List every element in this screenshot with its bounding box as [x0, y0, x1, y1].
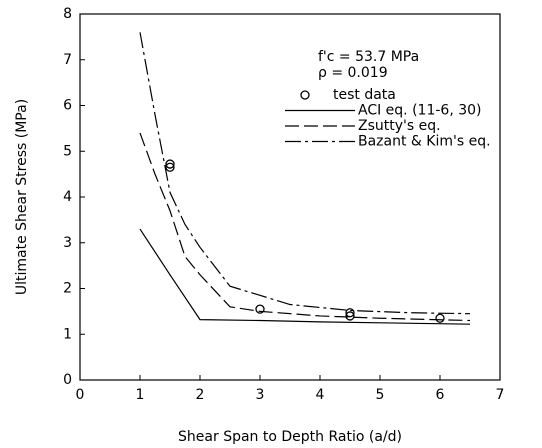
legend-marker	[300, 90, 310, 100]
data-point	[165, 159, 175, 169]
x-axis-label: Shear Span to Depth Ratio (a/d)	[178, 429, 402, 445]
data-point	[255, 304, 265, 314]
x-tick-label: 5	[376, 387, 385, 403]
annotation: ρ = 0.019	[318, 65, 388, 81]
legend-label: Bazant & Kim's eq.	[358, 134, 491, 150]
y-tick-label: 3	[63, 235, 72, 251]
x-tick-label: 1	[136, 387, 145, 403]
y-tick-label: 6	[63, 98, 72, 114]
data-point	[345, 308, 355, 318]
x-tick-label: 2	[196, 387, 205, 403]
y-tick-label: 7	[63, 52, 72, 68]
y-axis-label: Ultimate Shear Stress (MPa)	[14, 99, 30, 295]
data-point	[165, 162, 175, 172]
y-tick-label: 8	[63, 6, 72, 22]
series-line	[139, 32, 471, 315]
y-tick-label: 2	[63, 281, 72, 297]
x-tick-label: 0	[76, 387, 85, 403]
series-line	[139, 228, 471, 325]
series-line	[139, 132, 471, 322]
data-point	[345, 311, 355, 321]
x-tick-label: 3	[256, 387, 265, 403]
annotation: f'c = 53.7 MPa	[318, 49, 419, 65]
y-tick-label: 5	[63, 143, 72, 159]
x-tick-label: 4	[316, 387, 325, 403]
y-tick-label: 1	[63, 326, 72, 342]
legend-label: Zsutty's eq.	[358, 118, 441, 134]
data-point	[435, 313, 445, 323]
legend-label: test data	[333, 87, 396, 103]
legend-label: ACI eq. (11-6, 30)	[358, 103, 482, 119]
y-tick-label: 0	[63, 372, 72, 388]
x-tick-label: 6	[436, 387, 445, 403]
x-tick-label: 7	[496, 387, 505, 403]
plot-frame	[79, 13, 501, 381]
y-tick-label: 4	[63, 189, 72, 205]
